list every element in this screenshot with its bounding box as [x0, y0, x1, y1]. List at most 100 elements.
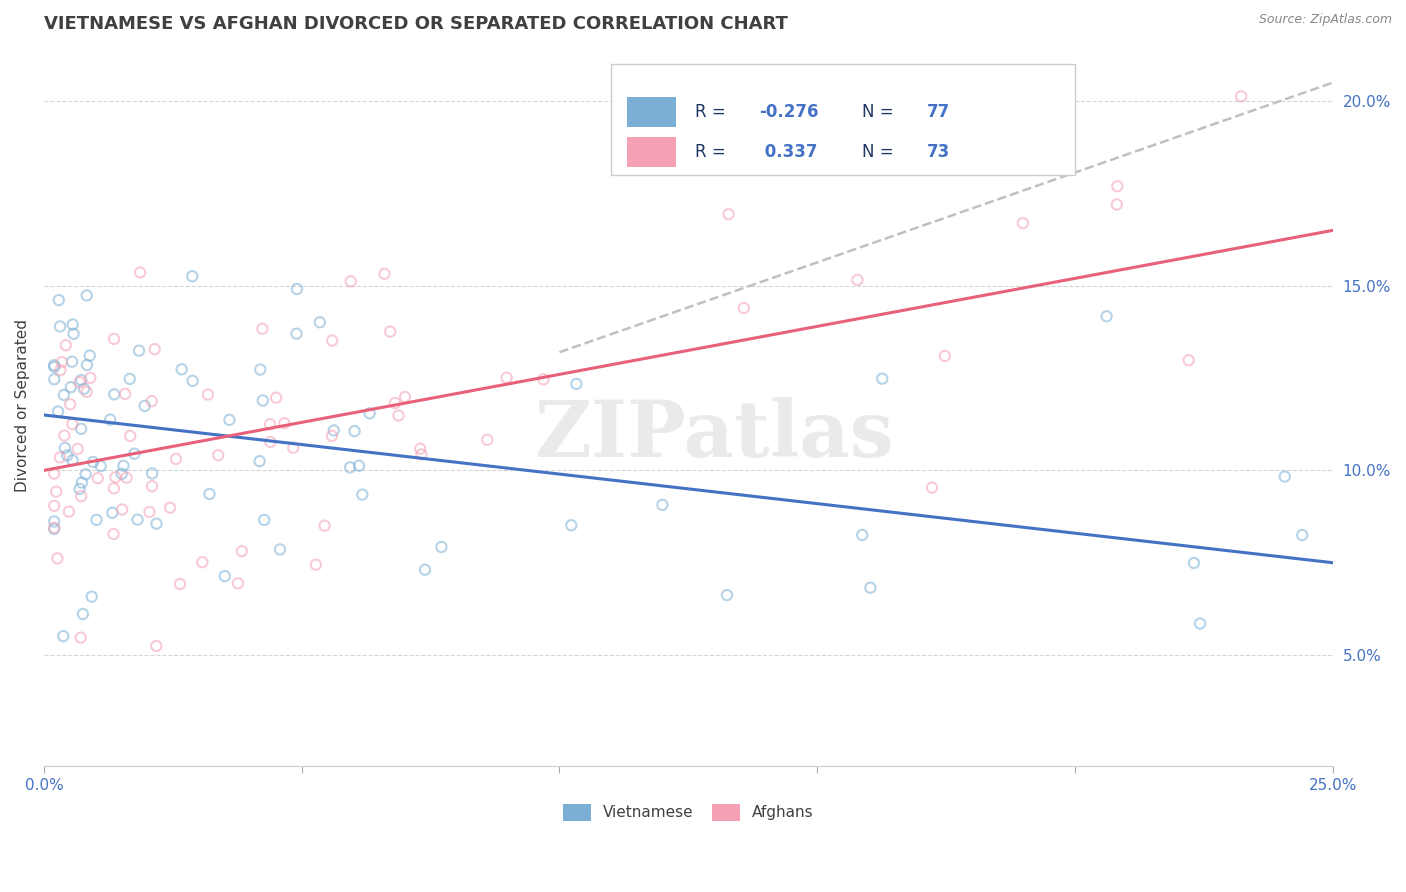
Text: 73: 73	[927, 143, 950, 161]
Point	[49, 450, 72, 465]
Point	[533, 372, 555, 386]
Text: VIETNAMESE VS AFGHAN DIVORCED OR SEPARATED CORRELATION CHART: VIETNAMESE VS AFGHAN DIVORCED OR SEPARAT…	[44, 15, 787, 33]
Point	[343, 424, 366, 438]
Point	[387, 409, 409, 423]
Point	[231, 544, 253, 558]
Point	[921, 481, 943, 495]
Point	[48, 293, 70, 307]
Text: 77: 77	[927, 103, 950, 121]
Point	[285, 282, 308, 296]
Point	[60, 354, 83, 368]
Point	[46, 404, 69, 418]
Point	[79, 371, 101, 385]
Point	[49, 363, 72, 377]
Point	[477, 433, 499, 447]
FancyBboxPatch shape	[627, 97, 675, 128]
Point	[259, 434, 281, 449]
Point	[1011, 216, 1033, 230]
Point	[191, 555, 214, 569]
Point	[394, 390, 416, 404]
Point	[269, 542, 291, 557]
Point	[120, 429, 142, 443]
Point	[252, 322, 274, 336]
Point	[359, 406, 381, 420]
Point	[249, 362, 271, 376]
Point	[321, 429, 343, 443]
Point	[143, 342, 166, 356]
Text: N =: N =	[862, 143, 900, 161]
Point	[70, 373, 93, 387]
Point	[128, 343, 150, 358]
Point	[124, 447, 146, 461]
Text: -0.276: -0.276	[759, 103, 818, 121]
Point	[66, 442, 89, 456]
Point	[69, 482, 91, 496]
Text: R =: R =	[695, 103, 731, 121]
Point	[45, 484, 67, 499]
Point	[104, 470, 127, 484]
Point	[70, 422, 93, 436]
Point	[308, 315, 330, 329]
Point	[70, 489, 93, 503]
Point	[339, 274, 361, 288]
Point	[51, 355, 73, 369]
Point	[82, 455, 104, 469]
Point	[44, 359, 66, 374]
Point	[101, 506, 124, 520]
Point	[252, 393, 274, 408]
Point	[347, 458, 370, 473]
Point	[103, 387, 125, 401]
Point	[115, 471, 138, 485]
Point	[846, 273, 869, 287]
Point	[138, 505, 160, 519]
Point	[114, 387, 136, 401]
Point	[181, 269, 204, 284]
Point	[560, 518, 582, 533]
Point	[129, 265, 152, 279]
Point	[409, 442, 432, 456]
Point	[207, 448, 229, 462]
Point	[226, 576, 249, 591]
Point	[58, 505, 80, 519]
Point	[411, 447, 433, 461]
Point	[98, 412, 121, 426]
Point	[717, 207, 740, 221]
Point	[1105, 197, 1128, 211]
Point	[170, 362, 193, 376]
Point	[314, 518, 336, 533]
Point	[103, 481, 125, 495]
Point	[413, 563, 436, 577]
Text: N =: N =	[862, 103, 900, 121]
Point	[53, 428, 76, 442]
Point	[145, 639, 167, 653]
Point	[373, 267, 395, 281]
Point	[378, 325, 401, 339]
Point	[59, 380, 82, 394]
Point	[198, 487, 221, 501]
Point	[62, 326, 84, 341]
Point	[44, 522, 66, 536]
Point	[1291, 528, 1313, 542]
Point	[249, 454, 271, 468]
Point	[339, 460, 361, 475]
Point	[322, 424, 344, 438]
Point	[197, 387, 219, 401]
Point	[87, 471, 110, 485]
Point	[1095, 310, 1118, 324]
Point	[44, 499, 66, 513]
Point	[76, 384, 98, 399]
Point	[384, 396, 406, 410]
Point	[70, 475, 93, 490]
Point	[430, 540, 453, 554]
Point	[733, 301, 755, 315]
Point	[90, 459, 112, 474]
Point	[53, 441, 76, 455]
Point	[103, 527, 125, 541]
Point	[73, 382, 96, 396]
Point	[214, 569, 236, 583]
Point	[870, 371, 893, 385]
Point	[934, 349, 956, 363]
Legend: Vietnamese, Afghans: Vietnamese, Afghans	[557, 797, 820, 827]
Point	[273, 417, 295, 431]
Point	[76, 358, 98, 372]
